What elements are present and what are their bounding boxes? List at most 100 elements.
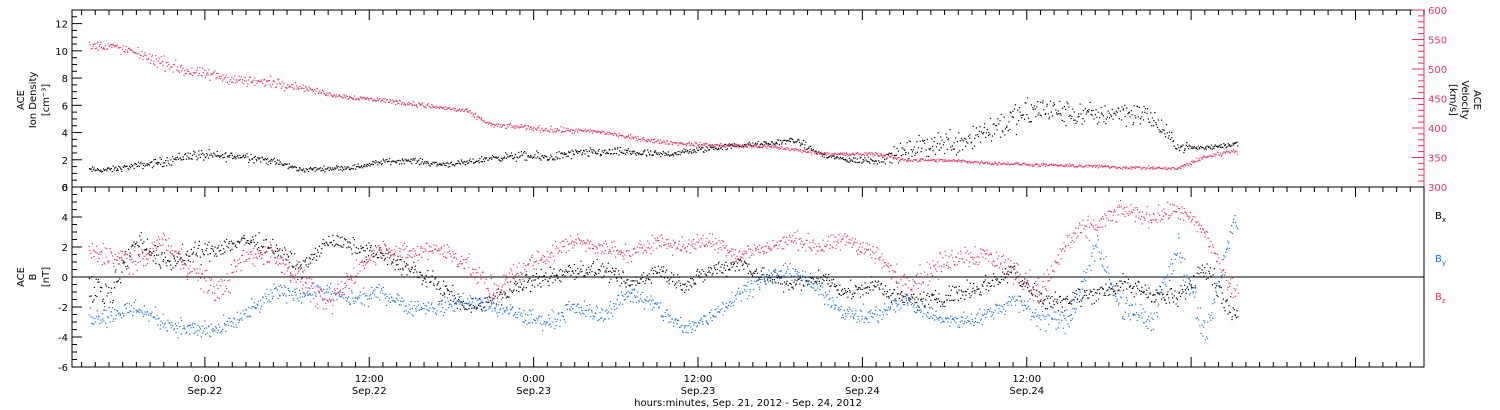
velocity-point — [890, 155, 892, 157]
bx-point — [484, 297, 486, 299]
by-point — [324, 292, 326, 294]
density-point — [445, 165, 447, 167]
velocity-point — [1232, 151, 1234, 153]
velocity-point — [598, 131, 600, 133]
velocity-point — [727, 145, 729, 147]
density-point — [537, 156, 539, 158]
density-point — [259, 157, 261, 159]
density-point — [133, 167, 135, 169]
bx-point — [281, 257, 283, 259]
bx-point — [153, 255, 155, 257]
density-point — [646, 149, 649, 151]
by-point — [176, 327, 179, 330]
density-point — [1156, 126, 1159, 129]
by-point — [543, 321, 545, 323]
velocity-point — [383, 100, 385, 102]
density-point — [323, 165, 325, 167]
density-point — [338, 169, 340, 171]
by-point — [527, 314, 529, 316]
velocity-point — [259, 81, 261, 83]
density-point — [1197, 148, 1199, 150]
density-point — [945, 133, 947, 135]
bx-point — [685, 289, 687, 291]
bx-point — [113, 281, 115, 283]
velocity-point — [114, 45, 116, 47]
velocity-point — [366, 97, 368, 100]
bx-point — [1230, 296, 1232, 298]
density-point — [899, 142, 902, 144]
velocity-point — [263, 79, 265, 81]
bx-point — [202, 251, 204, 253]
density-point — [631, 150, 633, 152]
density-point — [505, 157, 507, 159]
by-point — [536, 317, 538, 319]
bx-point — [714, 267, 716, 269]
density-point — [133, 163, 135, 165]
density-point — [989, 117, 992, 119]
velocity-point — [1236, 151, 1238, 153]
density-point — [513, 156, 516, 158]
velocity-point — [840, 152, 842, 154]
bx-point — [366, 247, 368, 249]
velocity-point — [1070, 165, 1072, 167]
bx-point — [1221, 302, 1223, 304]
velocity-point — [443, 106, 445, 108]
velocity-point — [274, 81, 276, 83]
density-point — [358, 165, 360, 167]
bx-point — [831, 279, 833, 281]
density-point — [1202, 147, 1204, 149]
by-point — [512, 314, 515, 317]
velocity-point — [1104, 165, 1106, 168]
density-point — [958, 132, 960, 134]
velocity-point — [1059, 165, 1061, 167]
bx-point — [1137, 280, 1139, 282]
velocity-point — [642, 137, 644, 139]
velocity-point — [508, 124, 510, 126]
bx-point — [330, 242, 332, 244]
by-point — [226, 320, 228, 322]
by-point — [437, 304, 439, 306]
density-point — [528, 156, 530, 158]
bx-point — [109, 301, 111, 303]
bx-point — [935, 299, 937, 301]
bx-point — [1071, 303, 1073, 305]
velocity-point — [933, 159, 935, 161]
density-point — [832, 155, 834, 157]
bx-point — [152, 260, 154, 262]
velocity-point — [316, 87, 318, 89]
velocity-point — [493, 126, 495, 128]
bx-point — [205, 249, 207, 252]
velocity-point — [1208, 156, 1210, 158]
bx-point — [223, 240, 225, 242]
velocity-point — [806, 151, 808, 154]
bx-point — [343, 244, 345, 246]
density-point — [676, 154, 678, 156]
density-point — [410, 158, 412, 160]
bx-point — [891, 293, 893, 295]
velocity-point — [1215, 153, 1217, 155]
velocity-point — [572, 129, 575, 131]
by-point — [526, 323, 528, 325]
velocity-point — [771, 145, 773, 147]
bx-point — [587, 273, 589, 275]
density-point — [624, 153, 626, 155]
velocity-point — [399, 100, 402, 102]
velocity-point — [832, 153, 834, 155]
density-point — [778, 144, 781, 146]
velocity-point — [1079, 165, 1081, 167]
velocity-point — [721, 145, 723, 147]
density-point — [203, 159, 205, 161]
velocity-point — [1109, 167, 1111, 169]
bx-point — [615, 277, 617, 279]
bx-point — [1039, 300, 1041, 302]
density-point — [996, 129, 998, 131]
bx-point — [542, 280, 544, 282]
bx-point — [607, 262, 609, 264]
velocity-point — [1082, 165, 1084, 168]
by-point — [97, 318, 99, 320]
density-point — [1210, 144, 1212, 146]
by-point — [109, 321, 111, 323]
bx-point — [575, 270, 577, 272]
bx-point — [470, 311, 472, 313]
bx-point — [1154, 294, 1156, 296]
